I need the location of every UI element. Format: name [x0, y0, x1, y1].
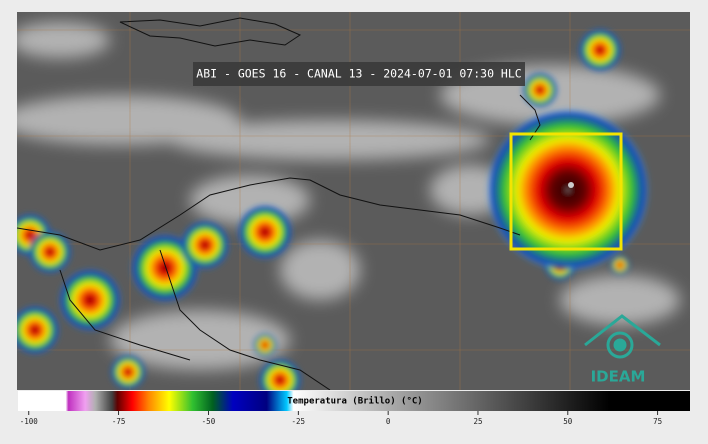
colorbar-tick-label: -25 [292, 417, 306, 426]
highlight-box [509, 132, 623, 251]
colorbar-tick-label: -75 [112, 417, 126, 426]
colorbar-tick-label: -100 [20, 417, 39, 426]
title-box [193, 62, 525, 86]
colorbar-tick-label: -50 [202, 417, 216, 426]
colorbar-tick-label: 50 [563, 417, 573, 426]
colorbar-tick-label: 0 [386, 417, 391, 426]
colorbar-label: Temperatura (Brillo) (°C) [287, 396, 422, 407]
logo [584, 314, 661, 359]
colorbar-gradient [18, 391, 690, 411]
logo-text: IDEAM [591, 368, 646, 386]
colorbar-tick-label: 75 [653, 417, 662, 426]
colorbar: Temperatura (Brillo) (°C) -100 -75 -50 -25 0… [18, 391, 690, 426]
image-title: ABI - GOES 16 - CANAL 13 - 2024-07-01 07… [196, 67, 521, 81]
colorbar-tick-label: 25 [473, 417, 482, 426]
satellite-image: ABI - GOES 16 - CANAL 13 - 2024-07-01 07… [17, 12, 690, 390]
